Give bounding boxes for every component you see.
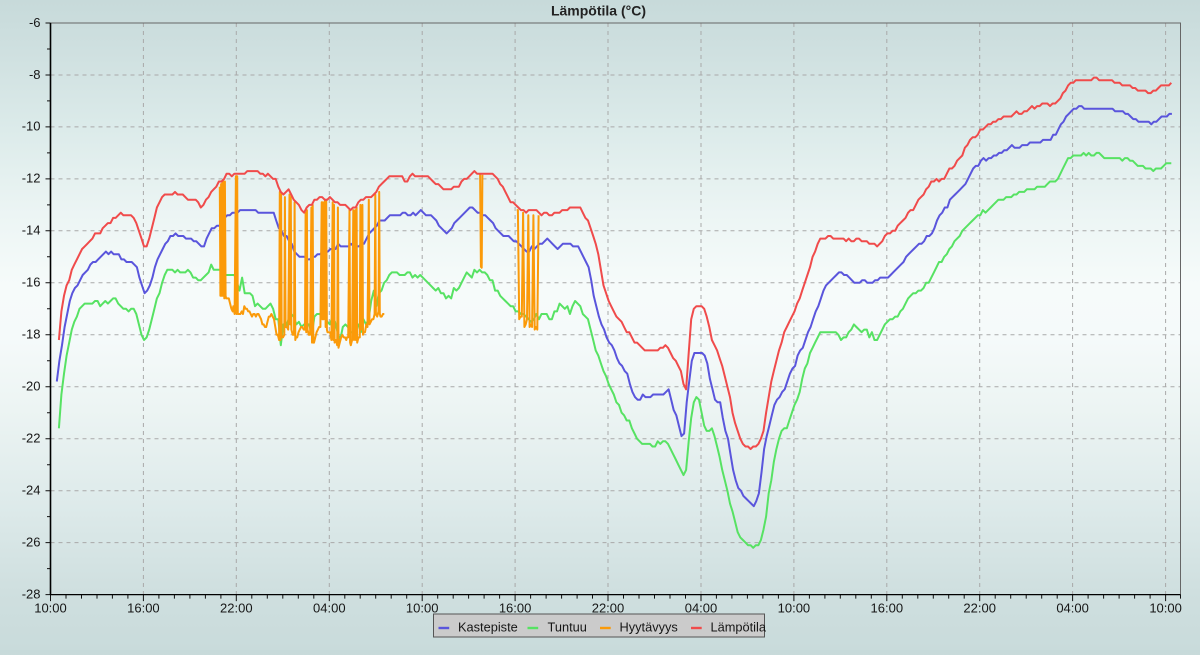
svg-text:-10: -10 <box>22 119 41 134</box>
svg-text:16:00: 16:00 <box>871 601 904 616</box>
svg-text:-12: -12 <box>22 171 41 186</box>
svg-text:10:00: 10:00 <box>34 601 67 616</box>
svg-text:Tuntuu: Tuntuu <box>548 620 587 635</box>
svg-text:Hyytävyys: Hyytävyys <box>620 620 678 635</box>
svg-text:Kastepiste: Kastepiste <box>458 620 518 635</box>
svg-text:-20: -20 <box>22 379 41 394</box>
svg-text:Lämpötila: Lämpötila <box>711 620 767 635</box>
svg-text:04:00: 04:00 <box>313 601 346 616</box>
svg-text:10:00: 10:00 <box>406 601 439 616</box>
svg-text:16:00: 16:00 <box>127 601 160 616</box>
svg-text:22:00: 22:00 <box>592 601 625 616</box>
svg-text:22:00: 22:00 <box>220 601 253 616</box>
svg-text:-6: -6 <box>29 15 41 30</box>
svg-text:-22: -22 <box>22 431 41 446</box>
svg-text:Lämpötila (°C): Lämpötila (°C) <box>551 3 646 19</box>
svg-text:10:00: 10:00 <box>778 601 811 616</box>
svg-text:16:00: 16:00 <box>499 601 532 616</box>
svg-text:04:00: 04:00 <box>1056 601 1089 616</box>
svg-text:-18: -18 <box>22 327 41 342</box>
svg-text:-16: -16 <box>22 275 41 290</box>
svg-text:-26: -26 <box>22 534 41 549</box>
svg-text:-8: -8 <box>29 67 41 82</box>
svg-text:10:00: 10:00 <box>1149 601 1182 616</box>
svg-text:-28: -28 <box>22 586 41 601</box>
svg-text:22:00: 22:00 <box>963 601 996 616</box>
svg-text:04:00: 04:00 <box>685 601 718 616</box>
svg-text:-24: -24 <box>22 483 41 498</box>
svg-text:-14: -14 <box>22 223 41 238</box>
